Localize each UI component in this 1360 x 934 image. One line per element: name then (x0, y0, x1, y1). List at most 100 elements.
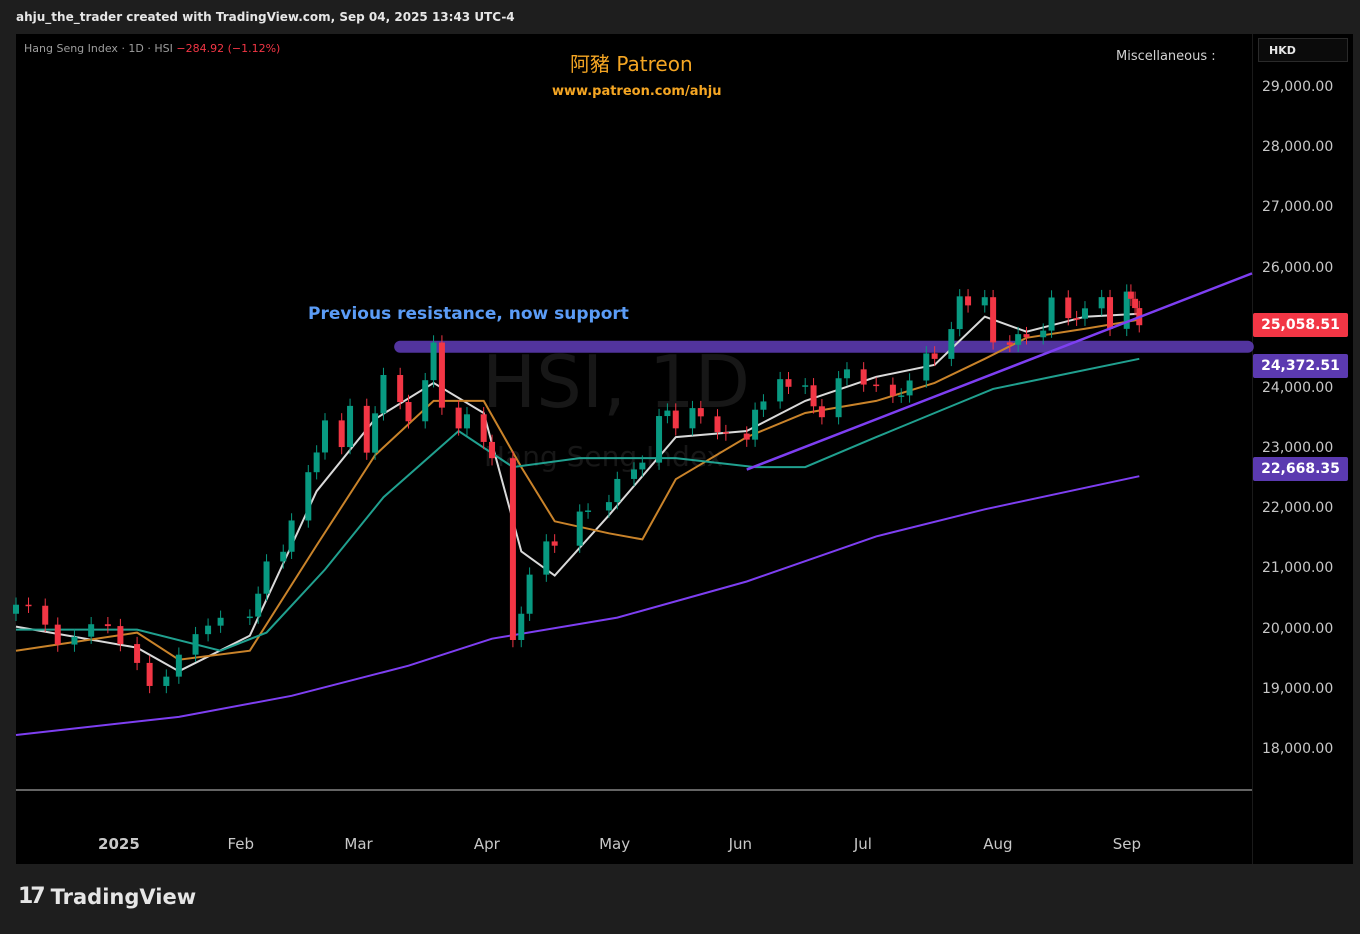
candle (146, 662, 153, 686)
misc-label[interactable]: Miscellaneous : (1116, 49, 1216, 64)
price-tick-label: 19,000.00 (1262, 680, 1334, 697)
currency-button[interactable]: HKD (1258, 38, 1348, 62)
moving-average-1 (15, 312, 1140, 673)
symbol-legend[interactable]: Hang Seng Index · 1D · HSI −284.92 (−1.1… (24, 42, 280, 55)
candle (906, 380, 913, 396)
candle (438, 342, 445, 408)
candle (810, 385, 817, 407)
candle (860, 369, 867, 385)
candle (255, 593, 262, 617)
candle (818, 406, 825, 418)
candle (760, 401, 767, 410)
candle (1006, 342, 1013, 345)
candle (931, 353, 938, 359)
candle (689, 408, 696, 429)
candle (631, 469, 637, 479)
patreon-url[interactable]: www.patreon.com/ahju (552, 84, 722, 99)
candle (743, 433, 750, 440)
candle (990, 297, 997, 343)
candle (1048, 297, 1055, 331)
candle (455, 407, 462, 429)
candle (981, 297, 988, 306)
candle (777, 379, 784, 402)
candle (1065, 297, 1072, 319)
candle (175, 654, 182, 677)
price-tag: 24,372.51 (1253, 354, 1348, 379)
price-tick-label: 26,000.00 (1262, 259, 1334, 276)
candle (1127, 291, 1134, 299)
candle (785, 379, 792, 387)
candle (576, 511, 583, 546)
candle (205, 625, 212, 635)
price-tick-label: 21,000.00 (1262, 560, 1334, 577)
candle (605, 502, 612, 511)
annotation-text[interactable]: Previous resistance, now support (308, 304, 629, 324)
trendline (746, 272, 1253, 471)
moving-average-2 (15, 318, 1140, 661)
tradingview-logo-icon: 17 (18, 884, 46, 909)
price-tick-label: 22,000.00 (1262, 500, 1334, 517)
tradingview-logo[interactable]: 17 TradingView (18, 884, 196, 909)
chart-pane[interactable] (16, 34, 1352, 864)
candle (117, 626, 124, 645)
candle (489, 441, 496, 459)
candle (722, 432, 729, 434)
time-tick-label: 2025 (98, 835, 140, 853)
price-tick-label: 24,000.00 (1262, 379, 1334, 396)
candle (42, 605, 49, 625)
candle (480, 414, 487, 442)
caption-bar: ahju_the_trader created with TradingView… (0, 0, 1360, 34)
candle (948, 329, 955, 359)
candle (192, 634, 199, 655)
candle (889, 384, 896, 396)
candle (380, 375, 387, 414)
price-axis[interactable] (1252, 34, 1353, 864)
candle (664, 410, 671, 417)
candle (397, 375, 404, 403)
candle (898, 395, 905, 397)
candle (363, 405, 370, 453)
candle (13, 604, 19, 614)
price-change: −284.92 (−1.12%) (176, 42, 281, 55)
time-tick-label: Aug (983, 835, 1013, 853)
candle (405, 402, 412, 422)
candle (752, 409, 759, 440)
candle (1023, 334, 1030, 338)
candle (843, 369, 850, 379)
candle (1073, 318, 1080, 320)
candle (1040, 330, 1047, 338)
candle (697, 408, 704, 417)
candle (430, 342, 437, 381)
candle (104, 624, 111, 627)
time-tick-label: Feb (227, 835, 255, 853)
moving-average-4 (15, 475, 1140, 736)
candle (338, 420, 345, 448)
price-tag: 22,668.35 (1253, 457, 1348, 482)
candle (672, 410, 679, 429)
candle (639, 462, 646, 470)
candle (134, 644, 141, 663)
candle (1107, 297, 1114, 329)
tradingview-wordmark: TradingView (50, 884, 197, 909)
patreon-title: 阿豬 Patreon (570, 52, 693, 76)
candle (322, 420, 328, 453)
time-tick-label: Jul (853, 835, 872, 853)
candle (1123, 291, 1130, 329)
price-tick-label: 23,000.00 (1262, 440, 1334, 457)
watermark-symbol: HSI, 1D (482, 340, 751, 424)
candle (1081, 308, 1088, 319)
candle (551, 541, 558, 546)
candle (217, 617, 224, 626)
footer (0, 864, 1360, 934)
price-tick-label: 20,000.00 (1262, 620, 1334, 637)
candle (88, 624, 95, 637)
symbol-info: Hang Seng Index · 1D · HSI (24, 42, 173, 55)
candle (305, 472, 312, 521)
time-tick-label: Mar (344, 835, 373, 853)
price-tick-label: 18,000.00 (1262, 741, 1334, 757)
candle (71, 636, 78, 645)
candle (509, 458, 516, 640)
candle (372, 413, 379, 453)
time-tick-label: May (599, 835, 631, 853)
